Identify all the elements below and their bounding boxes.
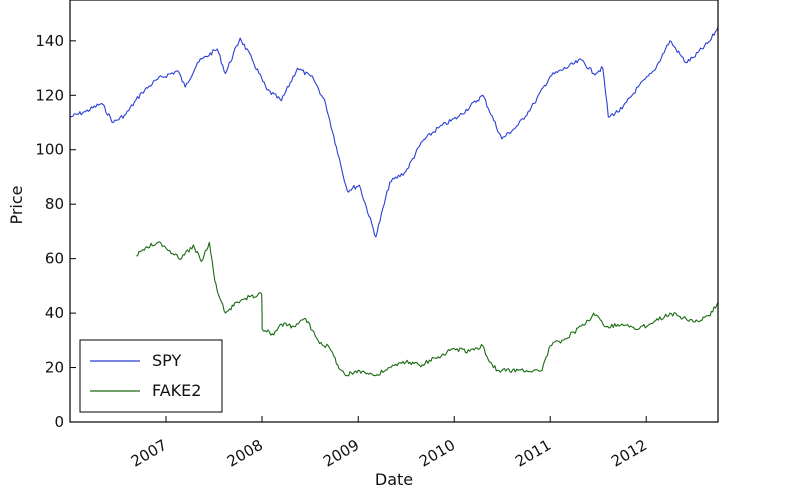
y-tick-label: 80 — [45, 195, 64, 213]
y-tick-label: 60 — [45, 250, 64, 268]
legend-label-spy: SPY — [152, 351, 181, 370]
y-tick-label: 40 — [45, 304, 64, 322]
legend: SPY FAKE2 — [79, 339, 223, 413]
y-axis: 0 20 40 60 80 100 120 140 — [35, 32, 76, 431]
y-tick-label: 120 — [35, 86, 64, 104]
plot-lines — [69, 26, 719, 377]
legend-box — [79, 339, 223, 413]
series-line-fake2 — [136, 241, 719, 377]
y-axis-label: Price — [7, 185, 26, 224]
y-tick-label: 100 — [35, 141, 64, 159]
y-tick-label: 140 — [35, 32, 64, 50]
legend-label-fake2: FAKE2 — [152, 381, 201, 400]
plot-frame — [69, 0, 719, 423]
y-tick-label: 0 — [54, 413, 64, 431]
x-axis-label: Date — [375, 470, 413, 489]
series-line-spy — [69, 26, 719, 238]
y-tick-label: 20 — [45, 359, 64, 377]
